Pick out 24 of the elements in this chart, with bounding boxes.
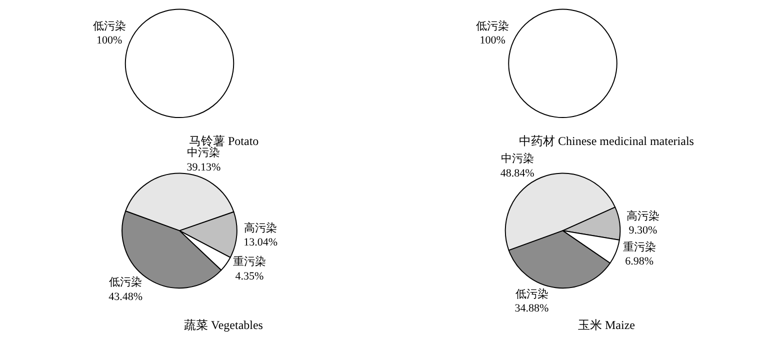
data-label: 39.13% [186, 161, 221, 174]
data-label: 100% [96, 34, 122, 47]
slice-label: 高污染 [626, 209, 660, 222]
slice-label: 低污染 [515, 287, 548, 300]
slice-label: 低污染 [476, 19, 510, 32]
slice-label: 重污染 [622, 240, 656, 254]
data-label: 4.35% [235, 270, 264, 282]
slice-label: 低污染 [92, 19, 126, 32]
data-label: 100% [480, 34, 506, 47]
data-label: 9.30% [628, 224, 658, 237]
data-label: 48.84% [500, 167, 534, 180]
text: 马铃薯 Potato [189, 134, 259, 148]
data-label: 43.48% [108, 291, 142, 304]
slice-label: 高污染 [244, 221, 278, 234]
slice-label: 中污染 [500, 152, 534, 166]
text: 中药材 Chinese medicinal materials [519, 134, 694, 148]
text: 蔬菜 Vegetables [184, 318, 264, 332]
slice-label: 重污染 [232, 255, 266, 268]
data-label: 6.98% [625, 256, 654, 268]
data-label: 13.04% [244, 236, 278, 249]
slice-label: 中污染 [187, 146, 220, 159]
slice-label: 低污染 [109, 276, 142, 289]
data-label: 34.88% [514, 302, 549, 315]
text: 玉米 Maize [578, 318, 635, 332]
